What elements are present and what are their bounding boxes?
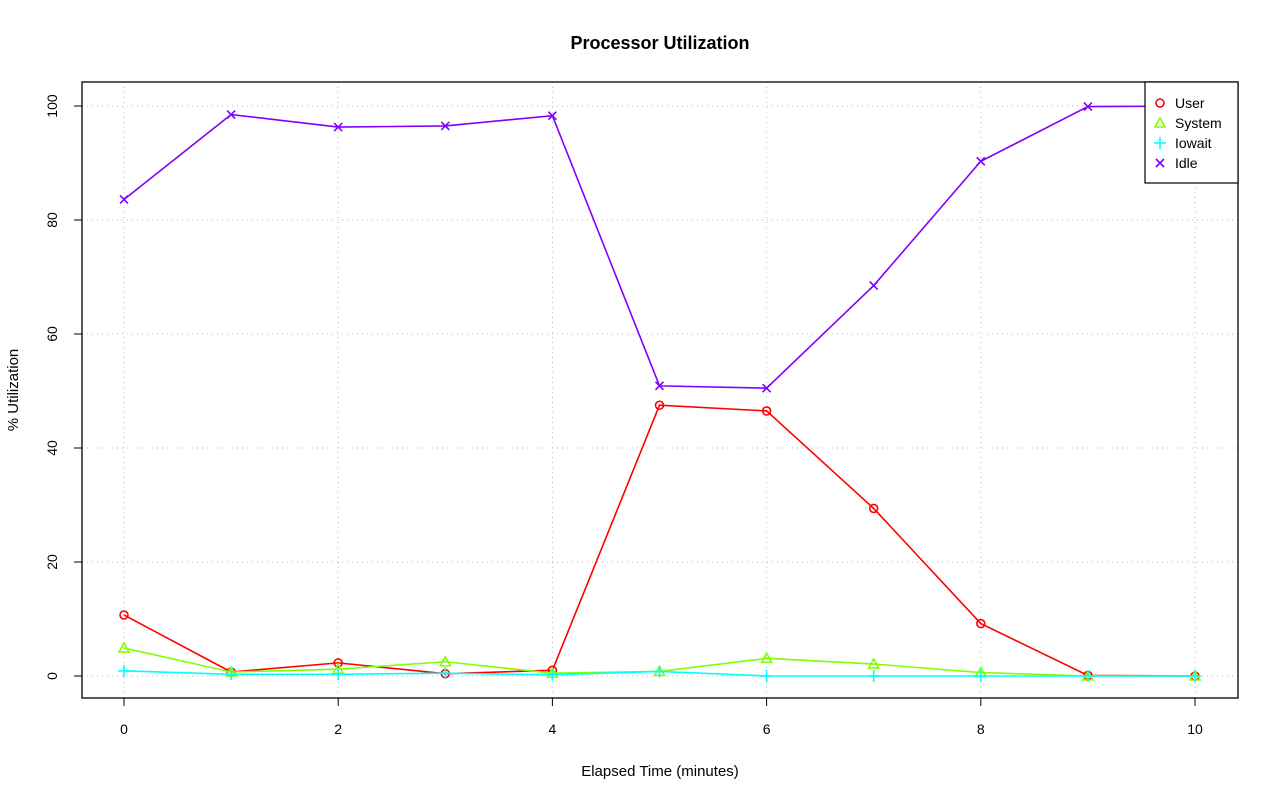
- data-point-iowait: [760, 670, 773, 682]
- data-point-user: [868, 503, 879, 514]
- data-point-iowait: [867, 670, 880, 682]
- x-axis-label: Elapsed Time (minutes): [581, 763, 739, 780]
- data-point-user: [761, 406, 772, 416]
- series-line-user: [123, 404, 1196, 677]
- data-point-idle: [440, 121, 450, 131]
- data-point-iowait: [546, 668, 559, 681]
- legend-marker-system: [1153, 116, 1167, 128]
- x-tick-label: 10: [1187, 721, 1203, 737]
- data-point-iowait: [1189, 670, 1201, 682]
- data-point-iowait: [118, 664, 130, 677]
- data-point-idle: [119, 194, 129, 205]
- series-line-idle: [123, 105, 1196, 389]
- plot-frame: [81, 81, 1239, 699]
- data-point-system: [117, 641, 131, 653]
- legend-item-idle: Idle: [1155, 155, 1198, 171]
- data-point-idle: [976, 156, 986, 166]
- y-tick-label: 100: [44, 94, 60, 118]
- data-point-idle: [1083, 102, 1093, 112]
- legend-label: Idle: [1175, 155, 1198, 171]
- data-point-user: [654, 400, 665, 411]
- series-user: [119, 400, 1200, 681]
- chart-title: Processor Utilization: [570, 33, 749, 53]
- series-idle: [119, 101, 1200, 393]
- data-point-iowait: [974, 670, 987, 682]
- legend-label: User: [1175, 95, 1205, 111]
- data-point-idle: [654, 381, 665, 391]
- data-point-idle: [547, 111, 557, 121]
- x-tick-label: 2: [334, 721, 342, 737]
- legend-label: System: [1175, 115, 1222, 131]
- series-iowait: [118, 664, 1201, 682]
- legend-item-user: User: [1155, 95, 1205, 111]
- legend-item-iowait: Iowait: [1154, 135, 1212, 151]
- y-tick-label: 40: [44, 440, 60, 456]
- x-tick-label: 6: [763, 721, 771, 737]
- data-point-idle: [226, 109, 236, 120]
- data-point-iowait: [653, 665, 666, 678]
- y-tick-label: 60: [44, 326, 60, 342]
- legend: User System Iowait Idle: [1144, 81, 1239, 184]
- data-point-system: [867, 657, 881, 669]
- legend-marker-user: [1155, 98, 1165, 108]
- data-point-idle: [869, 280, 879, 291]
- data-point-iowait: [439, 667, 452, 680]
- data-point-idle: [762, 383, 772, 393]
- x-tick-label: 0: [120, 721, 128, 737]
- y-axis-label: % Utilization: [5, 349, 22, 432]
- y-tick-label: 0: [44, 672, 60, 680]
- y-tick-label: 20: [44, 554, 60, 570]
- x-tick-label: 4: [549, 721, 557, 737]
- data-point-user: [119, 610, 129, 620]
- x-tick-label: 8: [977, 721, 985, 737]
- data-point-user: [975, 618, 986, 629]
- data-point-system: [760, 651, 773, 664]
- data-point-iowait: [225, 668, 238, 681]
- legend-marker-idle: [1155, 158, 1165, 168]
- data-point-system: [438, 655, 452, 667]
- data-point-idle: [333, 122, 343, 132]
- legend-label: Iowait: [1175, 135, 1212, 151]
- legend-item-system: System: [1153, 115, 1222, 131]
- data-point-iowait: [332, 668, 345, 681]
- y-tick-label: 80: [44, 212, 60, 228]
- data-point-iowait: [1081, 670, 1094, 682]
- legend-marker-iowait: [1154, 137, 1166, 149]
- data-point-user: [333, 658, 344, 668]
